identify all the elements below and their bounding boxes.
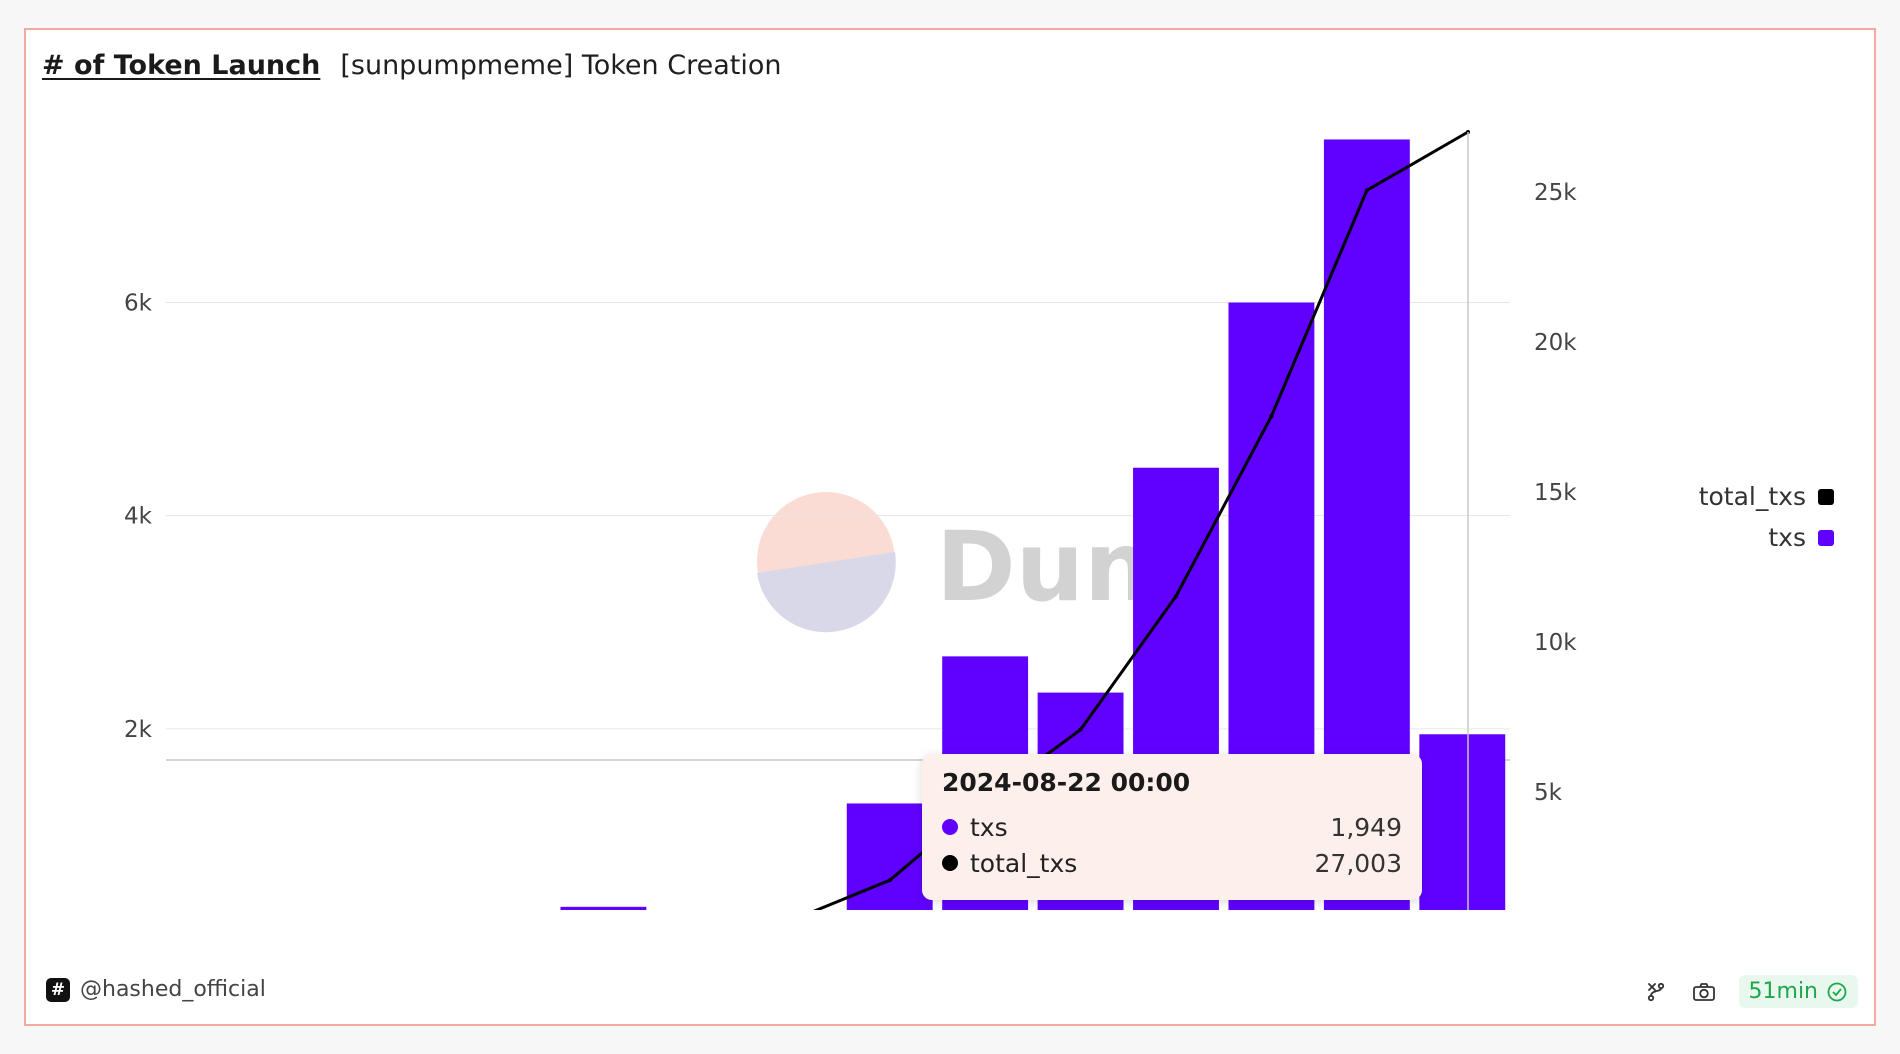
bar-txs <box>560 906 647 910</box>
y-right-tick-label: 10k <box>1534 630 1577 656</box>
point-total-txs <box>1269 414 1274 419</box>
chart-tooltip: 2024-08-22 00:00 txs 1,949 total_txs 27,… <box>922 754 1422 900</box>
author-link[interactable]: # @hashed_official <box>46 977 266 1002</box>
refresh-badge[interactable]: 51min <box>1738 975 1858 1008</box>
legend-item-txs[interactable]: txs <box>1699 523 1834 552</box>
tooltip-row-total-txs: total_txs 27,003 <box>942 845 1402 881</box>
legend-swatch <box>1818 529 1834 546</box>
author-name: @hashed_official <box>80 977 266 1002</box>
point-total-txs <box>1364 188 1369 193</box>
dune-logo-watermark-shade <box>757 552 896 633</box>
bar-txs <box>1419 734 1506 910</box>
legend-item-total-txs[interactable]: total_txs <box>1699 482 1834 511</box>
tooltip-value: 27,003 <box>1314 848 1402 878</box>
y-right-tick-label: 20k <box>1534 330 1577 356</box>
tooltip-label: total_txs <box>970 848 1078 878</box>
tooltip-row-txs: txs 1,949 <box>942 809 1402 845</box>
y-left-tick-label: 4k <box>124 504 153 530</box>
y-left-tick-label: 2k <box>124 717 153 743</box>
legend-swatch <box>1818 488 1834 505</box>
fork-icon[interactable] <box>1643 979 1669 1005</box>
refresh-time: 51min <box>1748 979 1818 1004</box>
y-left-tick-label: 6k <box>124 291 153 317</box>
y-right-tick-label: 25k <box>1534 180 1577 206</box>
point-total-txs <box>1078 727 1083 732</box>
y-right-tick-label: 5k <box>1534 780 1563 806</box>
tooltip-date: 2024-08-22 00:00 <box>942 768 1191 797</box>
chart-card: # of Token Launch [sunpumpmeme] Token Cr… <box>24 28 1876 1026</box>
point-total-txs <box>1174 594 1178 599</box>
chart-header: # of Token Launch [sunpumpmeme] Token Cr… <box>42 50 781 81</box>
point-total-txs <box>887 878 892 883</box>
tooltip-dot <box>942 819 958 835</box>
chart-subtitle: [sunpumpmeme] Token Creation <box>340 50 782 81</box>
hash-icon: # <box>46 977 70 1002</box>
y-right-tick-label: 15k <box>1534 480 1577 506</box>
chart-actions: 51min <box>1643 975 1858 1008</box>
line-total-txs <box>812 130 1469 910</box>
tooltip-dot <box>942 855 958 871</box>
legend-label: total_txs <box>1698 482 1806 511</box>
dashboard-title-link[interactable]: # of Token Launch <box>42 50 321 81</box>
check-icon <box>1827 982 1847 1001</box>
legend-label: txs <box>1768 523 1806 552</box>
tooltip-label: txs <box>970 812 1008 842</box>
tooltip-value: 1,949 <box>1330 812 1402 842</box>
camera-icon[interactable] <box>1691 979 1717 1005</box>
chart-legend: total_txs txs <box>1699 482 1834 564</box>
